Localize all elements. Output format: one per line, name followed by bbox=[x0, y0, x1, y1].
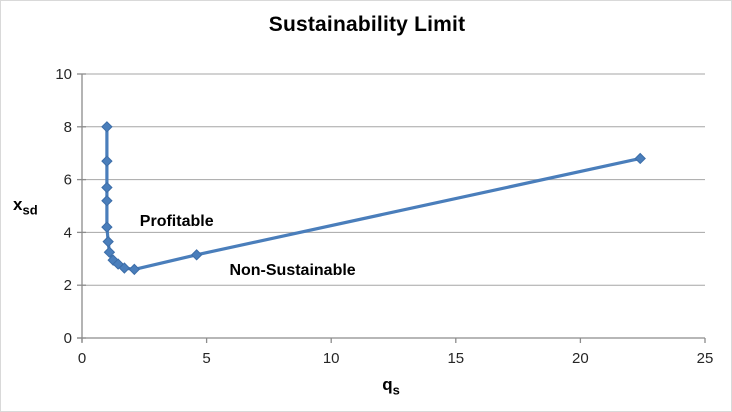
x-tick-label: 25 bbox=[697, 350, 714, 367]
y-tick-label: 6 bbox=[64, 172, 72, 189]
y-tick-label: 8 bbox=[64, 119, 72, 136]
x-axis-label-subscript: s bbox=[392, 382, 400, 398]
data-point-marker bbox=[103, 246, 116, 258]
data-point-marker bbox=[101, 195, 113, 207]
data-point-marker bbox=[128, 263, 141, 276]
x-tick-label: 20 bbox=[572, 350, 589, 367]
y-axis-label-main: x bbox=[13, 195, 23, 214]
y-axis-label-subscript: sd bbox=[22, 202, 38, 218]
x-axis: 0 5 10 15 20 25 bbox=[77, 337, 714, 367]
x-tick-label: 10 bbox=[323, 350, 340, 367]
series-line bbox=[105, 125, 642, 271]
x-axis-label: qs bbox=[1, 375, 731, 398]
data-point-marker bbox=[102, 235, 114, 248]
x-tick-label: 0 bbox=[78, 350, 86, 367]
series-sustainability-limit bbox=[101, 121, 646, 276]
x-axis-label-main: q bbox=[382, 375, 393, 394]
data-point-marker bbox=[118, 262, 131, 274]
y-tick-label: 4 bbox=[64, 224, 72, 241]
y-tick-label: 10 bbox=[55, 66, 72, 83]
data-point-marker bbox=[101, 221, 113, 233]
x-tick-label: 5 bbox=[202, 350, 210, 367]
annotation-non-sustainable: Non-Sustainable bbox=[229, 262, 355, 279]
y-axis-label: xsd bbox=[13, 195, 38, 217]
x-tick-label: 15 bbox=[447, 350, 464, 367]
gridlines bbox=[82, 73, 705, 286]
annotation-profitable: Profitable bbox=[140, 213, 214, 230]
data-point-marker bbox=[101, 121, 113, 133]
data-point-marker bbox=[101, 181, 113, 194]
chart-title: Sustainability Limit bbox=[268, 13, 466, 36]
annotations: Profitable Non-Sustainable bbox=[140, 213, 356, 279]
y-tick-label: 2 bbox=[64, 277, 72, 294]
data-point-marker bbox=[190, 249, 203, 261]
y-axis: 0 2 4 6 8 10 bbox=[55, 66, 86, 347]
data-point-marker bbox=[101, 155, 113, 167]
data-point-marker bbox=[634, 152, 646, 165]
y-tick-label: 0 bbox=[64, 330, 72, 347]
